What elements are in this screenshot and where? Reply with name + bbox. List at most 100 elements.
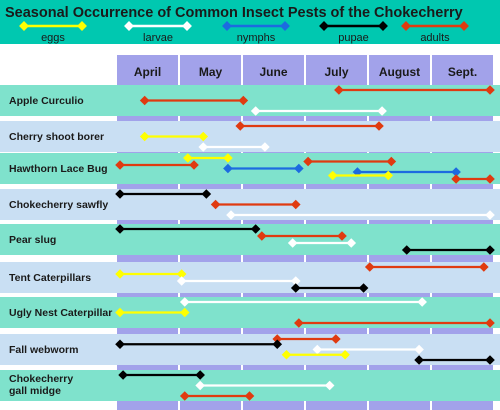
month-column-july-seg-1 (306, 116, 367, 121)
legend-marker-larvae-end (182, 21, 192, 31)
bar-marker-eggs-end (223, 153, 233, 163)
pest-label-cherry-shoot-borer: Cherry shoot borer (9, 131, 104, 143)
month-column-sept-seg-8 (432, 365, 493, 370)
legend-item-larvae: larvae (124, 21, 192, 44)
month-column-april-seg-9 (117, 401, 178, 410)
month-columns (117, 55, 493, 410)
pest-labels: Apple Curculio Cherry shoot borer Hawthorn… (9, 95, 112, 397)
bar-marker-larvae-start (179, 297, 190, 307)
bar-marker-adults-end (479, 262, 489, 272)
bar-apple-curculio-adults-2 (139, 95, 249, 106)
bar-marker-nymphs-end (451, 167, 461, 177)
month-column-may-seg-2 (180, 152, 241, 153)
month-column-may-seg-3 (180, 184, 241, 189)
month-column-june-seg-0 (243, 55, 304, 85)
month-column-august-seg-8 (369, 365, 430, 370)
bar-marker-nymphs-start (223, 163, 233, 174)
month-label-august: August (379, 65, 420, 79)
month-column-july-seg-8 (306, 365, 367, 370)
month-column-sept-seg-9 (432, 401, 493, 410)
bar-marker-adults-start (294, 318, 304, 328)
pest-label-line-1: Chokecherry (9, 373, 73, 385)
bar-marker-eggs-end (179, 307, 190, 318)
legend: eggs larvae nymphs pupae adults (19, 21, 469, 44)
month-column-august-seg-6 (369, 293, 430, 297)
bar-marker-adults-start (303, 156, 313, 167)
pest-label-chokecherry-sawfly: Chokecherry sawfly (9, 199, 108, 211)
bar-chokecherry-gall-midge-adults-3 (179, 391, 255, 401)
month-column-june-seg-5 (243, 255, 304, 262)
month-column-may-seg-9 (180, 401, 241, 410)
month-column-may-seg-6 (180, 293, 241, 297)
bar-marker-adults-end (189, 160, 199, 170)
month-column-may-seg-4 (180, 220, 241, 224)
month-column-june-seg-7 (243, 328, 304, 334)
bar-hawthorn-lace-bug-adults-3 (115, 160, 199, 170)
month-label-may: May (199, 65, 223, 79)
legend-label-eggs: eggs (41, 32, 65, 44)
month-column-sept-seg-5 (432, 255, 493, 262)
bar-marker-pupae-start (115, 189, 125, 199)
bar-marker-larvae-end (414, 344, 424, 355)
month-column-june-seg-1 (243, 116, 304, 121)
month-column-april-seg-8 (117, 365, 178, 370)
bar-marker-pupae-end (358, 283, 369, 293)
bar-marker-larvae-start (250, 106, 261, 116)
month-column-sept-seg-1 (432, 116, 493, 121)
month-column-july-seg-2 (306, 152, 367, 153)
month-column-july-seg-9 (306, 401, 367, 410)
month-column-april-seg-6 (117, 293, 178, 297)
month-column-sept-seg-2 (432, 152, 493, 153)
bar-marker-larvae-start (198, 142, 209, 152)
month-column-june-seg-9 (243, 401, 304, 410)
bar-marker-adults-start (179, 391, 190, 401)
chart-title: Seasonal Occurrence of Common Insect Pes… (5, 5, 463, 21)
bar-marker-adults-end (386, 156, 397, 167)
month-label-sept: Sept. (448, 65, 477, 79)
month-column-april-seg-3 (117, 184, 178, 189)
pest-label-chokecherry-gall-midge: Chokecherry gall midge (9, 373, 73, 397)
month-column-august-seg-3 (369, 184, 430, 189)
month-column-july-seg-7 (306, 328, 367, 334)
bar-marker-larvae-start (226, 210, 236, 220)
month-column-sept-seg-6 (432, 293, 493, 297)
bar-marker-pupae-start (115, 224, 125, 234)
pest-label-hawthorn-lace-bug: Hawthorn Lace Bug (9, 163, 108, 175)
month-column-april-seg-0 (117, 55, 178, 85)
month-column-june-seg-2 (243, 152, 304, 153)
month-column-august-seg-4 (369, 220, 430, 224)
bar-hawthorn-lace-bug-adults-2 (303, 156, 397, 167)
legend-label-nymphs: nymphs (237, 32, 276, 44)
month-column-june-seg-8 (243, 365, 304, 370)
bar-marker-eggs-end (198, 131, 209, 142)
month-column-july-seg-4 (306, 220, 367, 224)
legend-marker-nymphs-start (222, 21, 232, 31)
bar-marker-adults-start (257, 231, 267, 241)
month-column-april-seg-7 (117, 328, 178, 334)
bar-chokecherry-sawfly-pupae-1 (115, 189, 212, 199)
month-column-may-seg-8 (180, 365, 241, 370)
month-column-april-seg-2 (117, 152, 178, 153)
month-column-april-seg-4 (117, 220, 178, 224)
pest-label-pear-slug: Pear slug (9, 234, 56, 246)
month-column-may-seg-7 (180, 328, 241, 334)
month-column-sept-seg-0 (432, 55, 493, 85)
month-column-june-seg-4 (243, 220, 304, 224)
month-column-august-seg-7 (369, 328, 430, 334)
bar-marker-adults-start (210, 199, 221, 210)
pest-label-tent-caterpillars: Tent Caterpillars (9, 272, 91, 284)
pest-label-ugly-nest-caterpillar: Ugly Nest Caterpillar (9, 307, 112, 319)
bar-cherry-shoot-borer-eggs-2 (139, 131, 209, 142)
bar-fall-webworm-larvae-3 (312, 344, 424, 355)
month-column-july-seg-3 (306, 184, 367, 189)
month-label-june: June (259, 65, 287, 79)
month-column-june-seg-3 (243, 184, 304, 189)
month-column-sept-seg-3 (432, 184, 493, 189)
bar-marker-adults-start (451, 174, 461, 184)
bar-marker-adults-start (139, 95, 150, 106)
month-column-august-seg-2 (369, 152, 430, 153)
month-column-april-seg-5 (117, 255, 178, 262)
legend-label-pupae: pupae (338, 32, 369, 44)
bar-marker-adults-start (115, 160, 125, 170)
